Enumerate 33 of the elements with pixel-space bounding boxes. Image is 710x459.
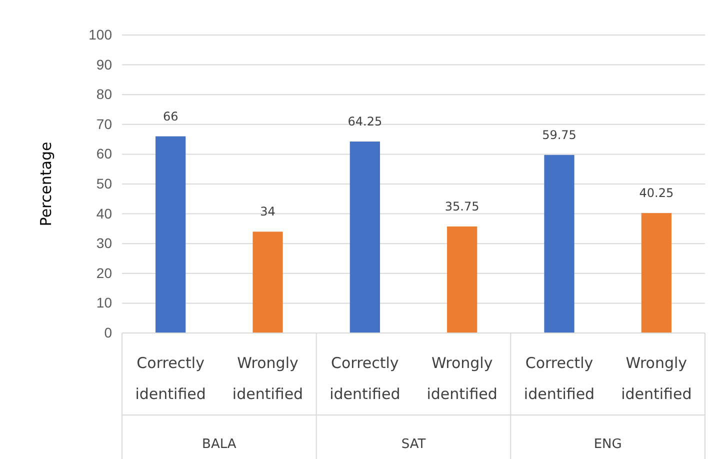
bar bbox=[252, 232, 283, 333]
data-label: 40.25 bbox=[639, 186, 674, 200]
data-label: 35.75 bbox=[444, 199, 480, 214]
bar bbox=[156, 136, 186, 333]
y-tick-label: 70 bbox=[96, 116, 112, 132]
bar bbox=[447, 226, 478, 333]
data-label: 59.75 bbox=[542, 128, 576, 142]
y-tick-label: 10 bbox=[96, 294, 112, 311]
data-label: 66 bbox=[162, 109, 178, 124]
x-tick-label: Correctly identified bbox=[135, 354, 206, 403]
text: SAT bbox=[401, 437, 426, 452]
x-tick-label: Correctly identified bbox=[524, 354, 595, 403]
x-tick-label: Correctly identified bbox=[330, 354, 400, 403]
y-axis-title: Percentage bbox=[37, 142, 55, 226]
y-tick-label: 50 bbox=[96, 175, 112, 192]
x-tick-label: Wrongly identified bbox=[426, 354, 498, 403]
y-tick-label: 90 bbox=[96, 56, 112, 72]
text: ENG bbox=[594, 437, 622, 452]
bar bbox=[544, 154, 574, 333]
text: BALA bbox=[202, 437, 236, 452]
x-tick-label: Wrongly identified bbox=[232, 354, 304, 403]
y-tick-label: 20 bbox=[96, 264, 112, 281]
y-tick-label: 40 bbox=[96, 205, 112, 222]
x-tick-label: Wrongly identified bbox=[621, 354, 692, 403]
y-tick-label: 60 bbox=[96, 146, 112, 162]
bar bbox=[641, 213, 672, 333]
data-label: 34 bbox=[260, 204, 276, 219]
y-tick-label: 30 bbox=[96, 235, 112, 252]
y-tick-label: 100 bbox=[88, 26, 112, 42]
y-tick-label: 80 bbox=[96, 86, 112, 102]
data-label: 64.25 bbox=[348, 114, 382, 129]
y-tick-label: 0 bbox=[104, 324, 112, 340]
bar bbox=[350, 142, 380, 333]
